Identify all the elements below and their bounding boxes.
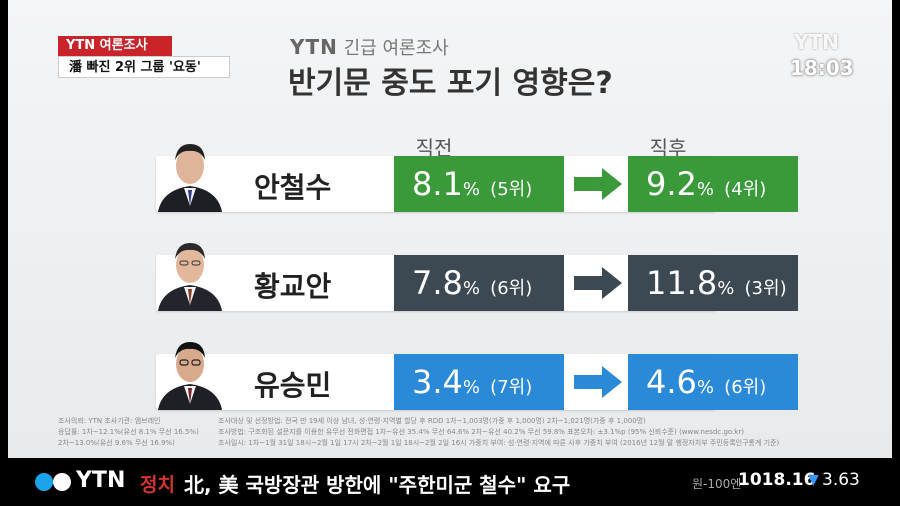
value-after-number: 4.6 — [646, 363, 697, 401]
ticker-category: 정치 — [140, 474, 175, 496]
value-after-number: 9.2 — [646, 165, 697, 203]
value-after: 11.8% (3위) — [628, 255, 798, 311]
fx-label: 원-100엔 — [692, 477, 742, 491]
ticker-headline: 北, 美 국방장관 방한에 "주한미군 철수" 요구 — [184, 473, 571, 497]
survey-footnotes: 조사의뢰: YTN 조사기관: 엠브레인 조사대상 및 선정방법: 전국 만 19… — [58, 416, 878, 449]
percent-sign: % — [696, 179, 714, 200]
percent-sign: % — [462, 278, 480, 299]
value-after: 9.2% (4위) — [628, 156, 798, 212]
ytn-logo-text: YTN — [76, 468, 126, 493]
candidate-row: 유승민 3.4% (7위) 4.6% (6위) — [54, 342, 798, 412]
arrow-right-icon — [574, 366, 622, 398]
value-before: 8.1% (5위) — [394, 156, 564, 212]
value-before-number: 7.8 — [412, 264, 463, 302]
rank-after: (6위) — [724, 377, 767, 398]
candidate-row: 황교안 7.8% (6위) 11.8% (3위) — [54, 243, 798, 313]
percent-sign: % — [717, 278, 735, 299]
footnote-left: 조사의뢰: YTN 조사기관: 엠브레인 — [58, 417, 161, 425]
caption-headline: 潘 빠진 2위 그룹 '요동' — [58, 56, 230, 78]
value-before: 3.4% (7위) — [394, 354, 564, 410]
arrow-right-icon — [574, 267, 622, 299]
page-title: 반기문 중도 포기 영향은? — [288, 66, 613, 101]
value-before-number: 3.4 — [412, 363, 463, 401]
footnote-right: 조사일시: 1차~1월 31일 18시~2월 1일 17시 2차~2월 1일 1… — [218, 439, 780, 447]
value-before: 7.8% (6위) — [394, 255, 564, 311]
rank-after: (4위) — [724, 179, 767, 200]
down-triangle-icon: ▼ — [808, 472, 819, 488]
news-ticker: YTN 정치 北, 美 국방장관 방한에 "주한미군 철수" 요구 원-100엔… — [0, 458, 900, 506]
candidate-name: 안철수 — [254, 171, 332, 204]
value-before-number: 8.1 — [412, 165, 463, 203]
value-after-number: 11.8 — [646, 264, 718, 302]
percent-sign: % — [462, 377, 480, 398]
fx-change: 3.63 — [822, 470, 860, 490]
clock: 18:03 — [790, 56, 854, 80]
candidate-row: 안철수 8.1% (5위) 9.2% (4위) — [54, 144, 798, 214]
percent-sign: % — [462, 179, 480, 200]
footnote-line: 2차~13.0%(유선 9.6% 무선 16.9%) 조사일시: 1차~1월 31… — [58, 438, 878, 449]
rank-before: (6위) — [490, 278, 533, 299]
rank-before: (7위) — [490, 377, 533, 398]
value-after: 4.6% (6위) — [628, 354, 798, 410]
percent-sign: % — [696, 377, 714, 398]
footnote-line: 응답률: 1차~12.1%(유선 8.1% 무선 16.5%) 조사방법: 구조화… — [58, 427, 878, 438]
broadcast-stage: YTN 여론조사 潘 빠진 2위 그룹 '요동' YTN 긴급 여론조사 반기문… — [8, 0, 892, 458]
candidate-name: 유승민 — [254, 369, 332, 402]
ytn-logo-icon — [35, 473, 71, 491]
title-sub-text: 긴급 여론조사 — [343, 38, 449, 59]
footnote-left: 응답률: 1차~12.1%(유선 8.1% 무선 16.5%) — [58, 428, 199, 436]
footnote-line: 조사의뢰: YTN 조사기관: 엠브레인 조사대상 및 선정방법: 전국 만 19… — [58, 416, 878, 427]
title-sub: YTN 긴급 여론조사 — [290, 34, 449, 60]
footnote-right: 조사방법: 구조화된 설문지를 이용한 유무선 전화면접 1차~유선 35.4%… — [218, 428, 744, 436]
footnote-right: 조사대상 및 선정방법: 전국 만 19세 이상 남녀, 성·연령·지역별 할당… — [218, 417, 646, 425]
fx-value: 1018.16 — [738, 470, 816, 490]
caption-label: YTN 여론조사 — [58, 36, 172, 56]
arrow-right-icon — [574, 168, 622, 200]
footnote-left: 2차~13.0%(유선 9.6% 무선 16.9%) — [58, 439, 175, 447]
candidate-photo — [158, 144, 222, 212]
candidate-photo — [158, 243, 222, 311]
candidate-name: 황교안 — [254, 270, 332, 303]
title-brand: YTN — [290, 35, 338, 59]
rank-before: (5위) — [490, 179, 533, 200]
candidate-photo — [158, 342, 222, 410]
rank-after: (3위) — [744, 278, 787, 299]
ytn-watermark: YTN — [794, 30, 839, 54]
